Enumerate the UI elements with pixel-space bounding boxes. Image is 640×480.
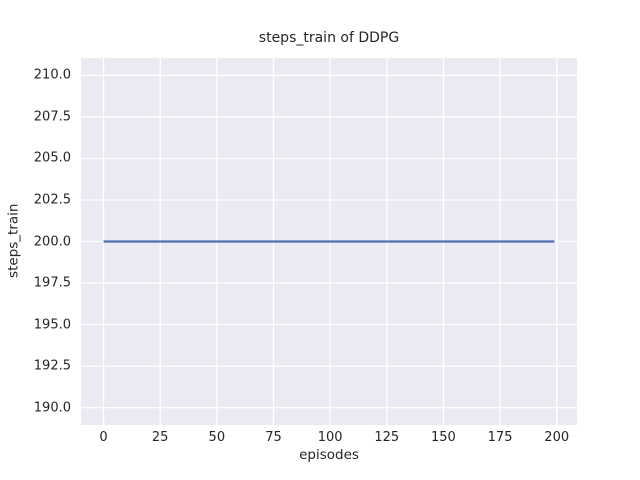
- plot-area: [81, 58, 577, 425]
- x-axis-label: episodes: [299, 447, 359, 463]
- x-tick-label: 25: [151, 430, 169, 445]
- x-tick-label: 100: [317, 430, 343, 445]
- x-tick-label: 75: [265, 430, 282, 445]
- chart-title: steps_train of DDPG: [258, 30, 400, 46]
- plot-canvas: [81, 58, 577, 425]
- x-tick-label: 175: [487, 430, 513, 445]
- y-axis-label: steps_train: [5, 203, 22, 278]
- x-tick-label: 150: [431, 430, 456, 445]
- x-tick-label: 0: [99, 430, 108, 445]
- x-tick-label: 200: [544, 430, 570, 445]
- x-tick-label: 50: [208, 430, 226, 445]
- x-tick-label: 125: [374, 430, 400, 445]
